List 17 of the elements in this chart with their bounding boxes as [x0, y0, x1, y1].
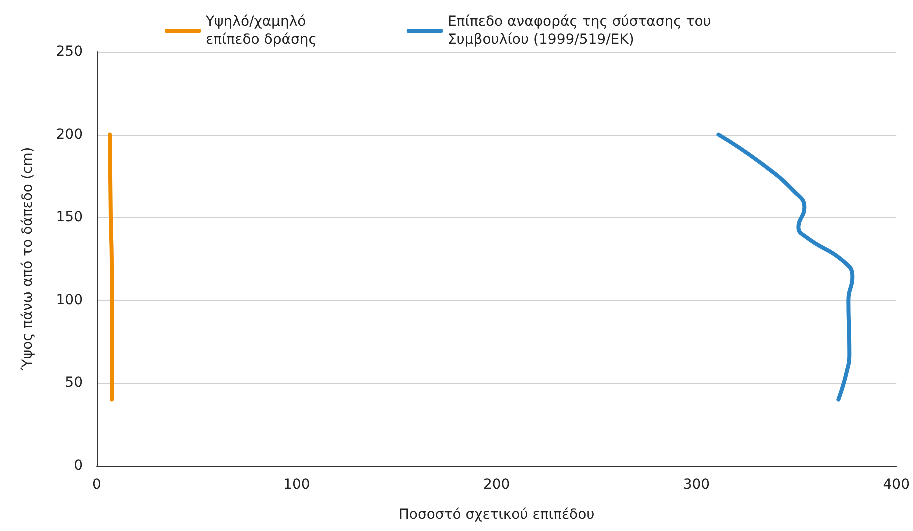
y-tick-label: 50 [65, 375, 83, 392]
x-axis-title: Ποσοστό σχετικού επιπέδου [398, 507, 595, 523]
y-tick-label: 200 [56, 126, 83, 143]
y-tick-label: 100 [56, 292, 83, 308]
y-tick-label: 0 [74, 458, 83, 474]
x-tick-label: 0 [92, 477, 102, 493]
legend-label: Υψηλό/χαμηλό επίπεδο δράσης [205, 14, 317, 48]
x-tick-label: 300 [683, 477, 710, 493]
x-tick-label: 200 [483, 477, 510, 493]
x-tick-label: 400 [883, 477, 910, 493]
y-axis-title: Ύψος πάνω από το δάπεδο (cm) [20, 147, 36, 372]
line-series [716, 132, 855, 402]
line-series [108, 132, 114, 402]
y-tick-label: 250 [56, 44, 83, 60]
y-tick-label: 150 [56, 210, 83, 226]
x-tick-label: 100 [284, 477, 310, 493]
legend-label: Επίπεδο αναφοράς της σύστασης του Συμβουλίου (1999/519/ΕΚ) [448, 14, 712, 48]
